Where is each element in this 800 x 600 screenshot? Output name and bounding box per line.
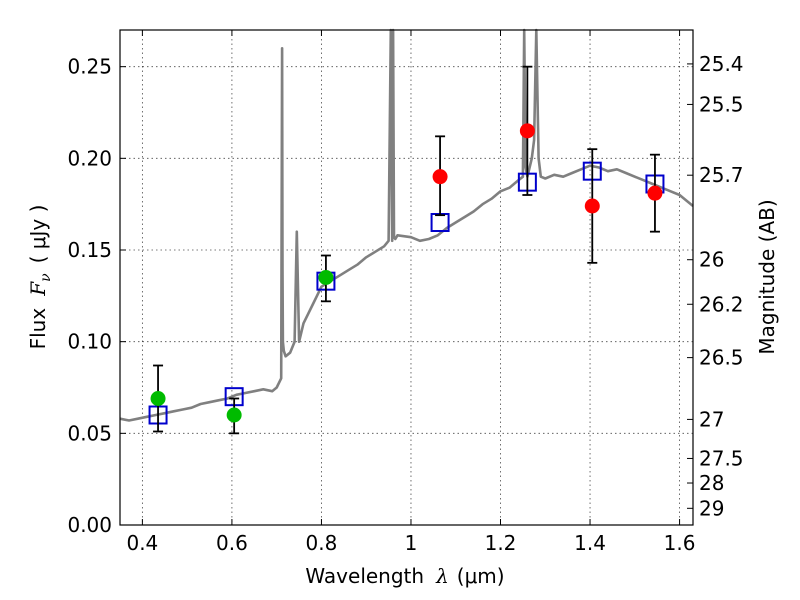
y-tick-label: 0.10	[67, 330, 112, 354]
y-tick-label: 0.05	[67, 421, 112, 445]
y2-tick-label: 28	[699, 471, 724, 495]
observed-flux-point	[150, 391, 166, 406]
y2-tick-label: 25.4	[699, 52, 744, 76]
y2-tick-label: 29	[699, 496, 724, 520]
observed-flux-point	[519, 123, 535, 139]
y-tick-label: 0.20	[67, 146, 112, 170]
plot-frame	[119, 29, 694, 526]
y-axis-label-word: Flux	[26, 308, 50, 350]
y-axis-label: Flux Fν ( μJy )	[26, 205, 54, 350]
x-axis-label-word: Wavelength	[305, 564, 424, 588]
y-axis-label-symbol: F	[26, 281, 50, 297]
y-tick-label: 0.15	[67, 238, 112, 262]
x-tick-label: 0.6	[216, 531, 248, 555]
y2-tick-label: 27.5	[699, 446, 744, 470]
grid-layer	[120, 30, 693, 526]
y2-axis-label: Magnitude (AB)	[755, 199, 779, 354]
x-axis-label: Wavelength λ (μm)	[305, 564, 504, 588]
tick-layer: 0.4 0.6 0.8 1 1.2 1.4 1.6 0.00 0.05 0.10 0.15 0.20 0…	[67, 30, 744, 555]
x-tick-label: 0.8	[306, 531, 338, 555]
y-tick-label: 0.00	[67, 513, 112, 537]
x-tick-label: 0.4	[126, 531, 158, 555]
x-tick-label: 1.4	[574, 531, 606, 555]
x-tick-label: 1.2	[485, 531, 517, 555]
x-tick-label: 1	[405, 531, 418, 555]
y-tick-label: 0.25	[67, 55, 112, 79]
x-axis-label-symbol: λ	[435, 564, 449, 588]
y-axis-label-subscript: ν	[38, 273, 54, 282]
y2-tick-label: 25.7	[699, 163, 744, 187]
observed-flux-point	[432, 169, 448, 185]
x-tick-label: 1.6	[664, 531, 696, 555]
observed-flux-point	[647, 185, 663, 201]
spectrum-line	[119, 28, 694, 422]
y2-tick-label: 26	[699, 248, 724, 272]
y2-tick-label: 26.2	[699, 292, 744, 316]
y-axis-label-unit: ( μJy )	[26, 205, 50, 264]
y2-tick-label: 27	[699, 407, 724, 431]
spectrum-layer	[119, 28, 694, 422]
marker-layer	[148, 65, 665, 435]
observed-flux-point	[226, 407, 242, 423]
y2-tick-label: 25.5	[699, 92, 744, 116]
observed-flux-point	[318, 270, 334, 285]
x-axis-label-unit: (μm)	[457, 564, 505, 588]
observed-flux-point	[584, 198, 600, 214]
y2-tick-label: 26.5	[699, 346, 744, 370]
